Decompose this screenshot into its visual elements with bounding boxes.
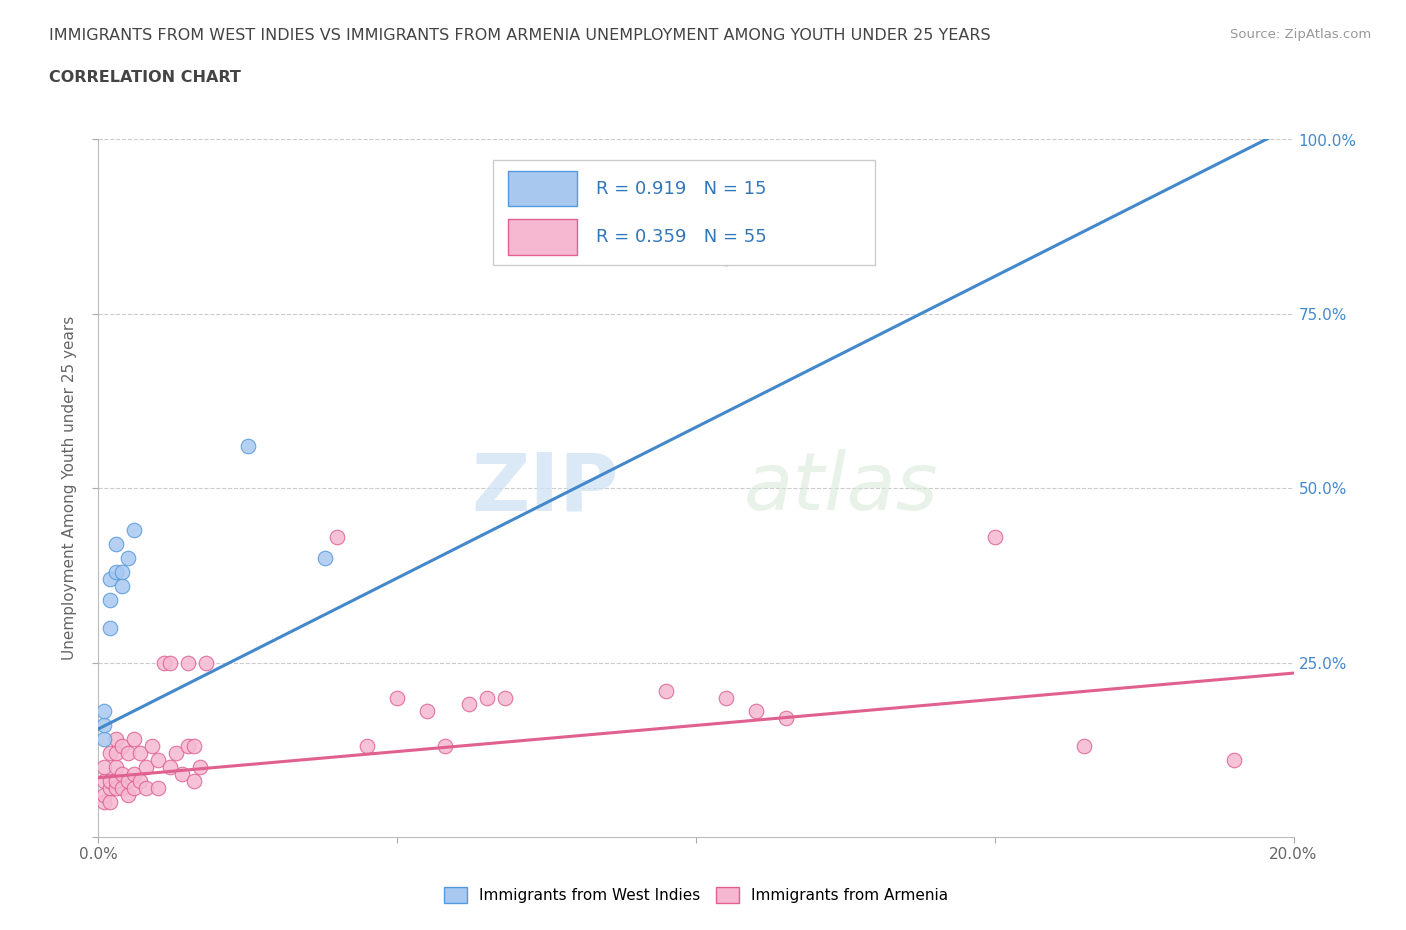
Point bbox=[135, 760, 157, 775]
Text: atlas: atlas bbox=[744, 449, 939, 527]
Point bbox=[105, 760, 128, 775]
Point bbox=[117, 788, 139, 803]
Point bbox=[117, 746, 139, 761]
Point bbox=[124, 732, 146, 747]
Point bbox=[195, 656, 218, 671]
Point bbox=[117, 551, 139, 565]
Point bbox=[148, 753, 170, 768]
Y-axis label: Unemployment Among Youth under 25 years: Unemployment Among Youth under 25 years bbox=[62, 316, 77, 660]
Point bbox=[93, 774, 115, 789]
Point bbox=[655, 683, 678, 698]
Point bbox=[385, 690, 409, 705]
Point bbox=[105, 781, 128, 796]
Point bbox=[93, 732, 115, 747]
Point bbox=[124, 781, 146, 796]
Point bbox=[105, 537, 128, 551]
Point bbox=[111, 578, 134, 593]
Point bbox=[105, 732, 128, 747]
Point bbox=[458, 698, 481, 712]
Point bbox=[159, 656, 181, 671]
Point bbox=[714, 251, 737, 266]
Point bbox=[494, 690, 516, 705]
Point bbox=[100, 571, 122, 587]
Point bbox=[177, 656, 200, 671]
Point bbox=[1223, 753, 1246, 768]
Point bbox=[111, 565, 134, 579]
Point bbox=[129, 746, 152, 761]
Point bbox=[172, 766, 194, 781]
Point bbox=[105, 746, 128, 761]
Text: ZIP: ZIP bbox=[471, 449, 619, 527]
Point bbox=[93, 788, 115, 803]
Point bbox=[129, 774, 152, 789]
Point bbox=[111, 781, 134, 796]
Point bbox=[93, 718, 115, 733]
Point bbox=[165, 746, 187, 761]
Point bbox=[111, 766, 134, 781]
Point bbox=[356, 738, 378, 753]
Text: Source: ZipAtlas.com: Source: ZipAtlas.com bbox=[1230, 28, 1371, 41]
Point bbox=[1073, 738, 1095, 753]
Point bbox=[434, 738, 457, 753]
Point bbox=[141, 738, 163, 753]
Text: IMMIGRANTS FROM WEST INDIES VS IMMIGRANTS FROM ARMENIA UNEMPLOYMENT AMONG YOUTH : IMMIGRANTS FROM WEST INDIES VS IMMIGRANT… bbox=[49, 28, 991, 43]
Point bbox=[475, 690, 498, 705]
Point bbox=[177, 738, 200, 753]
Point bbox=[93, 760, 115, 775]
Point bbox=[105, 774, 128, 789]
Point bbox=[100, 592, 122, 607]
Point bbox=[326, 530, 349, 545]
Point bbox=[124, 766, 146, 781]
Point bbox=[714, 690, 737, 705]
Point bbox=[745, 704, 768, 719]
Point bbox=[100, 781, 122, 796]
Point bbox=[93, 704, 115, 719]
Text: CORRELATION CHART: CORRELATION CHART bbox=[49, 70, 240, 85]
Point bbox=[124, 523, 146, 538]
FancyBboxPatch shape bbox=[494, 161, 876, 265]
Point bbox=[188, 760, 211, 775]
Point bbox=[93, 794, 115, 809]
Point bbox=[315, 551, 337, 565]
Point bbox=[775, 711, 797, 725]
Point bbox=[100, 774, 122, 789]
Point bbox=[984, 530, 1007, 545]
Point bbox=[416, 704, 439, 719]
Point bbox=[236, 439, 259, 454]
Point bbox=[183, 774, 205, 789]
Point bbox=[111, 738, 134, 753]
Point bbox=[153, 656, 176, 671]
Text: R = 0.359   N = 55: R = 0.359 N = 55 bbox=[596, 228, 766, 246]
Legend: Immigrants from West Indies, Immigrants from Armenia: Immigrants from West Indies, Immigrants … bbox=[437, 882, 955, 910]
Point bbox=[159, 760, 181, 775]
Point bbox=[148, 781, 170, 796]
Point bbox=[100, 620, 122, 635]
Point bbox=[183, 738, 205, 753]
Point bbox=[117, 774, 139, 789]
Point bbox=[105, 565, 128, 579]
Point bbox=[100, 746, 122, 761]
Text: R = 0.919   N = 15: R = 0.919 N = 15 bbox=[596, 179, 766, 198]
Point bbox=[135, 781, 157, 796]
FancyBboxPatch shape bbox=[508, 171, 576, 206]
FancyBboxPatch shape bbox=[508, 219, 576, 255]
Point bbox=[100, 794, 122, 809]
